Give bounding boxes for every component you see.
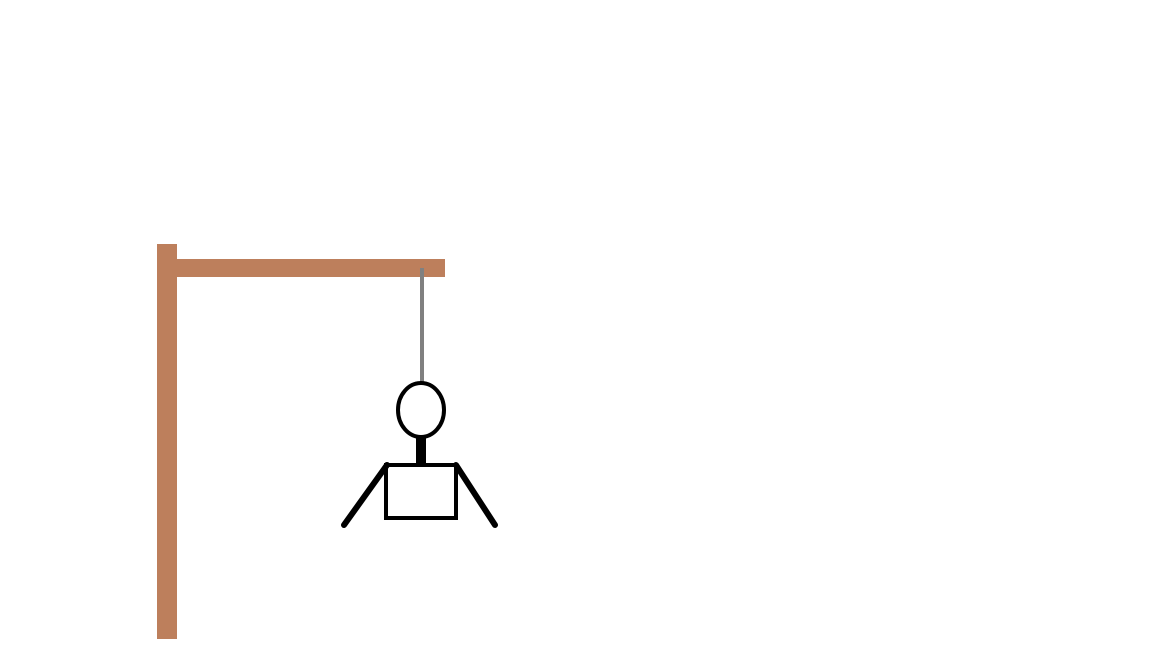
right-arm [453,462,498,528]
left-arm [341,462,390,528]
head [396,381,446,439]
neck [416,437,426,467]
gallows-post [157,244,177,639]
hanged-figure [341,381,498,528]
gallows-beam [157,259,445,277]
gallows [157,244,445,639]
torso [384,463,458,520]
